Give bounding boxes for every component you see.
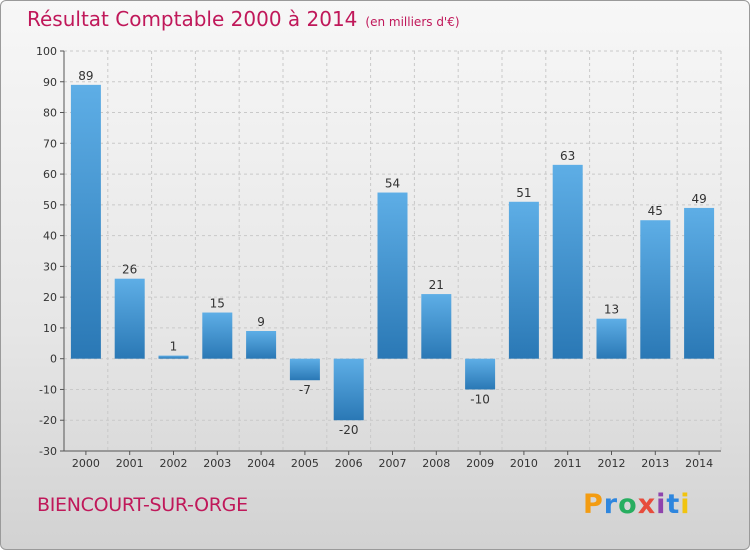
value-label-2009: -10 bbox=[470, 392, 490, 406]
value-label-2001: 26 bbox=[122, 263, 137, 277]
y-tick-label: -10 bbox=[39, 383, 57, 396]
y-tick-label: 90 bbox=[43, 76, 57, 89]
bar-2001 bbox=[114, 278, 145, 359]
bar-2011 bbox=[552, 164, 583, 359]
y-tick-label: 100 bbox=[36, 45, 57, 58]
bar-2006 bbox=[333, 358, 364, 421]
value-label-2014: 49 bbox=[691, 192, 706, 206]
value-label-2002: 1 bbox=[170, 340, 178, 354]
value-label-2007: 54 bbox=[385, 177, 400, 191]
y-tick-label: 60 bbox=[43, 168, 57, 181]
x-tick-label: 2008 bbox=[422, 457, 450, 470]
value-label-2006: -20 bbox=[339, 423, 359, 437]
x-tick-label: 2009 bbox=[466, 457, 494, 470]
value-label-2008: 21 bbox=[429, 278, 444, 292]
x-tick-label: 2004 bbox=[247, 457, 275, 470]
logo-letter: r bbox=[603, 489, 619, 520]
x-tick-label: 2010 bbox=[510, 457, 538, 470]
x-tick-label: 2002 bbox=[160, 457, 188, 470]
bar-2013 bbox=[640, 220, 671, 359]
value-label-2004: 9 bbox=[257, 315, 265, 329]
y-tick-label: -30 bbox=[39, 445, 57, 458]
x-tick-label: 2011 bbox=[554, 457, 582, 470]
bar-2014 bbox=[684, 207, 715, 359]
bar-2002 bbox=[158, 355, 189, 359]
y-tick-label: 50 bbox=[43, 199, 57, 212]
logo-letter: i bbox=[680, 489, 691, 520]
value-label-2000: 89 bbox=[78, 69, 93, 83]
bar-2005 bbox=[289, 358, 320, 381]
y-tick-label: 10 bbox=[43, 322, 57, 335]
bar-2003 bbox=[202, 312, 233, 359]
x-tick-label: 2006 bbox=[335, 457, 363, 470]
x-tick-label: 2014 bbox=[685, 457, 713, 470]
logo-letter: t bbox=[666, 489, 681, 520]
x-tick-label: 2000 bbox=[72, 457, 100, 470]
title-text: Résultat Comptable 2000 à 2014 bbox=[27, 7, 358, 31]
y-tick-label: 0 bbox=[50, 353, 57, 366]
bar-2012 bbox=[596, 318, 627, 359]
value-label-2003: 15 bbox=[210, 297, 225, 311]
y-tick-label: 70 bbox=[43, 137, 57, 150]
x-tick-label: 2003 bbox=[203, 457, 231, 470]
value-label-2011: 63 bbox=[560, 149, 575, 163]
value-label-2012: 13 bbox=[604, 303, 619, 317]
logo-letter: x bbox=[637, 489, 657, 520]
bar-2004 bbox=[246, 331, 277, 359]
x-tick-label: 2013 bbox=[641, 457, 669, 470]
value-label-2005: -7 bbox=[299, 383, 311, 397]
value-label-2010: 51 bbox=[516, 186, 531, 200]
logo-letter: i bbox=[656, 489, 667, 520]
x-tick-label: 2007 bbox=[379, 457, 407, 470]
y-tick-label: 80 bbox=[43, 107, 57, 120]
bar-2009 bbox=[465, 358, 496, 390]
x-tick-label: 2012 bbox=[598, 457, 626, 470]
bar-2008 bbox=[421, 294, 452, 359]
logo-letter: P bbox=[583, 489, 604, 520]
y-tick-label: 40 bbox=[43, 230, 57, 243]
y-tick-label: 20 bbox=[43, 291, 57, 304]
bar-2007 bbox=[377, 192, 408, 359]
y-tick-label: -20 bbox=[39, 414, 57, 427]
logo-letter: o bbox=[618, 489, 638, 520]
x-tick-label: 2001 bbox=[116, 457, 144, 470]
x-tick-label: 2005 bbox=[291, 457, 319, 470]
title-unit: (en milliers d'€) bbox=[365, 15, 460, 29]
proxiti-logo: Proxiti bbox=[583, 489, 691, 520]
city-name: BIENCOURT-SUR-ORGE bbox=[37, 494, 248, 516]
chart-title: Résultat Comptable 2000 à 2014 (en millie… bbox=[27, 7, 460, 31]
y-tick-label: 30 bbox=[43, 260, 57, 273]
bar-2000 bbox=[70, 84, 101, 359]
bar-2010 bbox=[508, 201, 539, 359]
value-label-2013: 45 bbox=[648, 204, 663, 218]
